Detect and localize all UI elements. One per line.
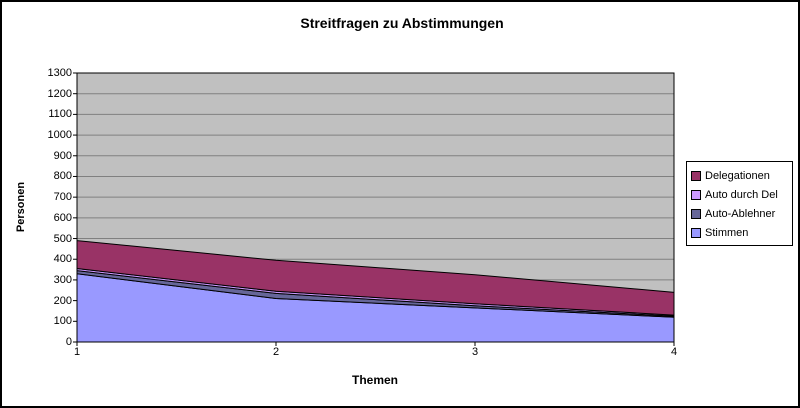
legend-color-swatch	[691, 208, 701, 219]
x-tick-label: 3	[471, 346, 479, 358]
y-tick-label: 600	[53, 211, 72, 224]
y-tick-label: 700	[53, 191, 72, 204]
legend-item: Delegationen	[689, 166, 790, 185]
y-tick-label: 100	[53, 315, 72, 328]
legend-label: Stimmen	[705, 226, 749, 239]
y-tick-label: 800	[53, 170, 72, 183]
y-tick-label: 900	[53, 149, 72, 162]
x-tick-label: 4	[670, 346, 678, 358]
legend-color-swatch	[691, 189, 701, 200]
y-tick-label: 200	[53, 294, 72, 307]
legend-color-swatch	[691, 227, 701, 238]
legend-item: Auto-Ablehner	[689, 204, 790, 223]
y-tick-label: 500	[53, 232, 72, 245]
x-axis-title: Themen	[351, 373, 398, 387]
plot-border	[76, 72, 675, 343]
y-tick-label: 1200	[47, 87, 72, 100]
y-tick-label: 1000	[47, 129, 72, 142]
legend: Delegationen Auto durch Del Auto-Ablehner S…	[686, 161, 793, 246]
x-tick-label: 2	[272, 346, 280, 358]
y-axis-title: Personen	[15, 181, 27, 233]
legend-label: Auto-Ablehner	[705, 207, 776, 220]
y-tick-label: 1300	[47, 67, 72, 79]
x-tick-label: 1	[73, 346, 81, 358]
legend-label: Delegationen	[705, 169, 770, 182]
y-tick-label: 1100	[48, 108, 72, 121]
y-tick-label: 300	[53, 273, 72, 286]
legend-item: Auto durch Del	[689, 185, 790, 204]
legend-label: Auto durch Del	[705, 188, 778, 201]
y-tick-label: 0	[65, 336, 72, 348]
legend-item: Stimmen	[689, 223, 790, 242]
y-tick-label: 400	[53, 253, 72, 266]
chart-title: Streitfragen zu Abstimmungen	[300, 15, 504, 31]
legend-color-swatch	[691, 170, 701, 181]
